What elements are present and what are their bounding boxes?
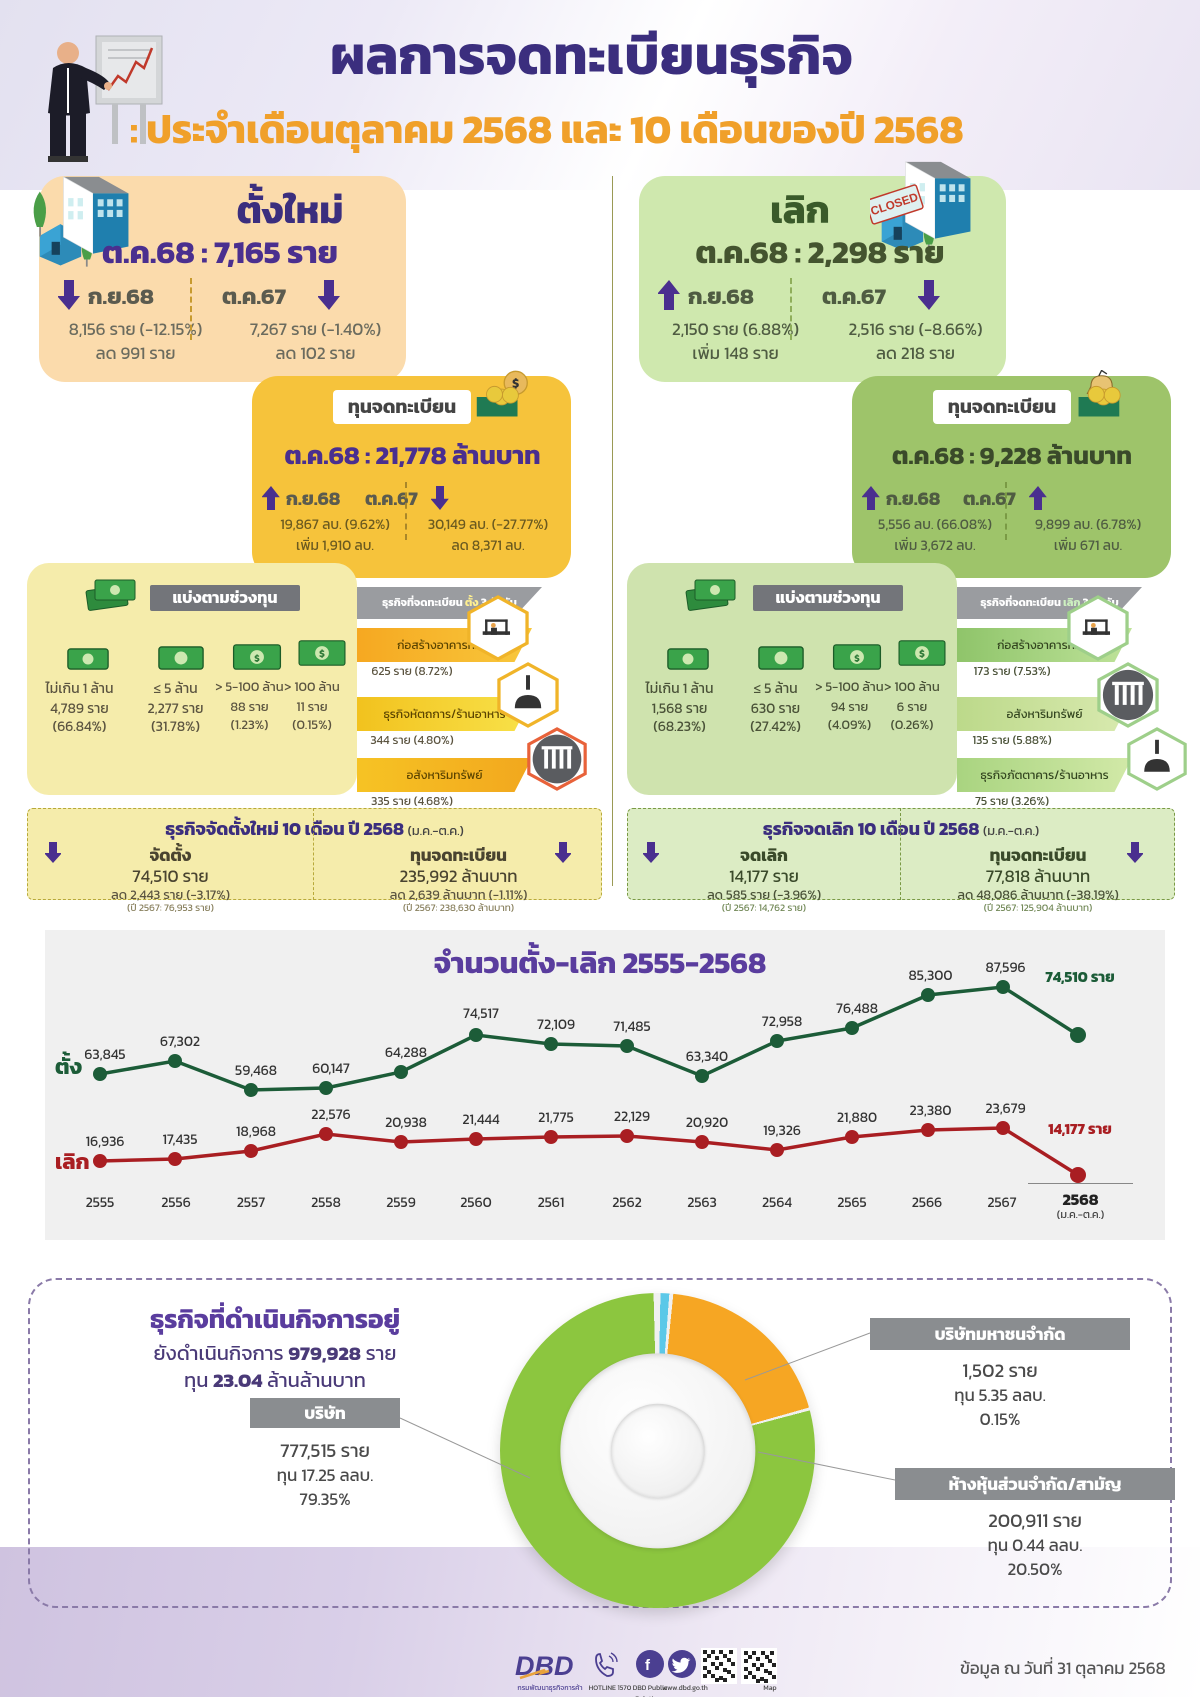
svg-text:$: $ [919,646,925,661]
svg-text:$: $ [854,651,860,665]
svg-text:$: $ [319,646,325,661]
svg-text:f: f [645,1657,651,1674]
svg-text:$: $ [254,651,260,665]
